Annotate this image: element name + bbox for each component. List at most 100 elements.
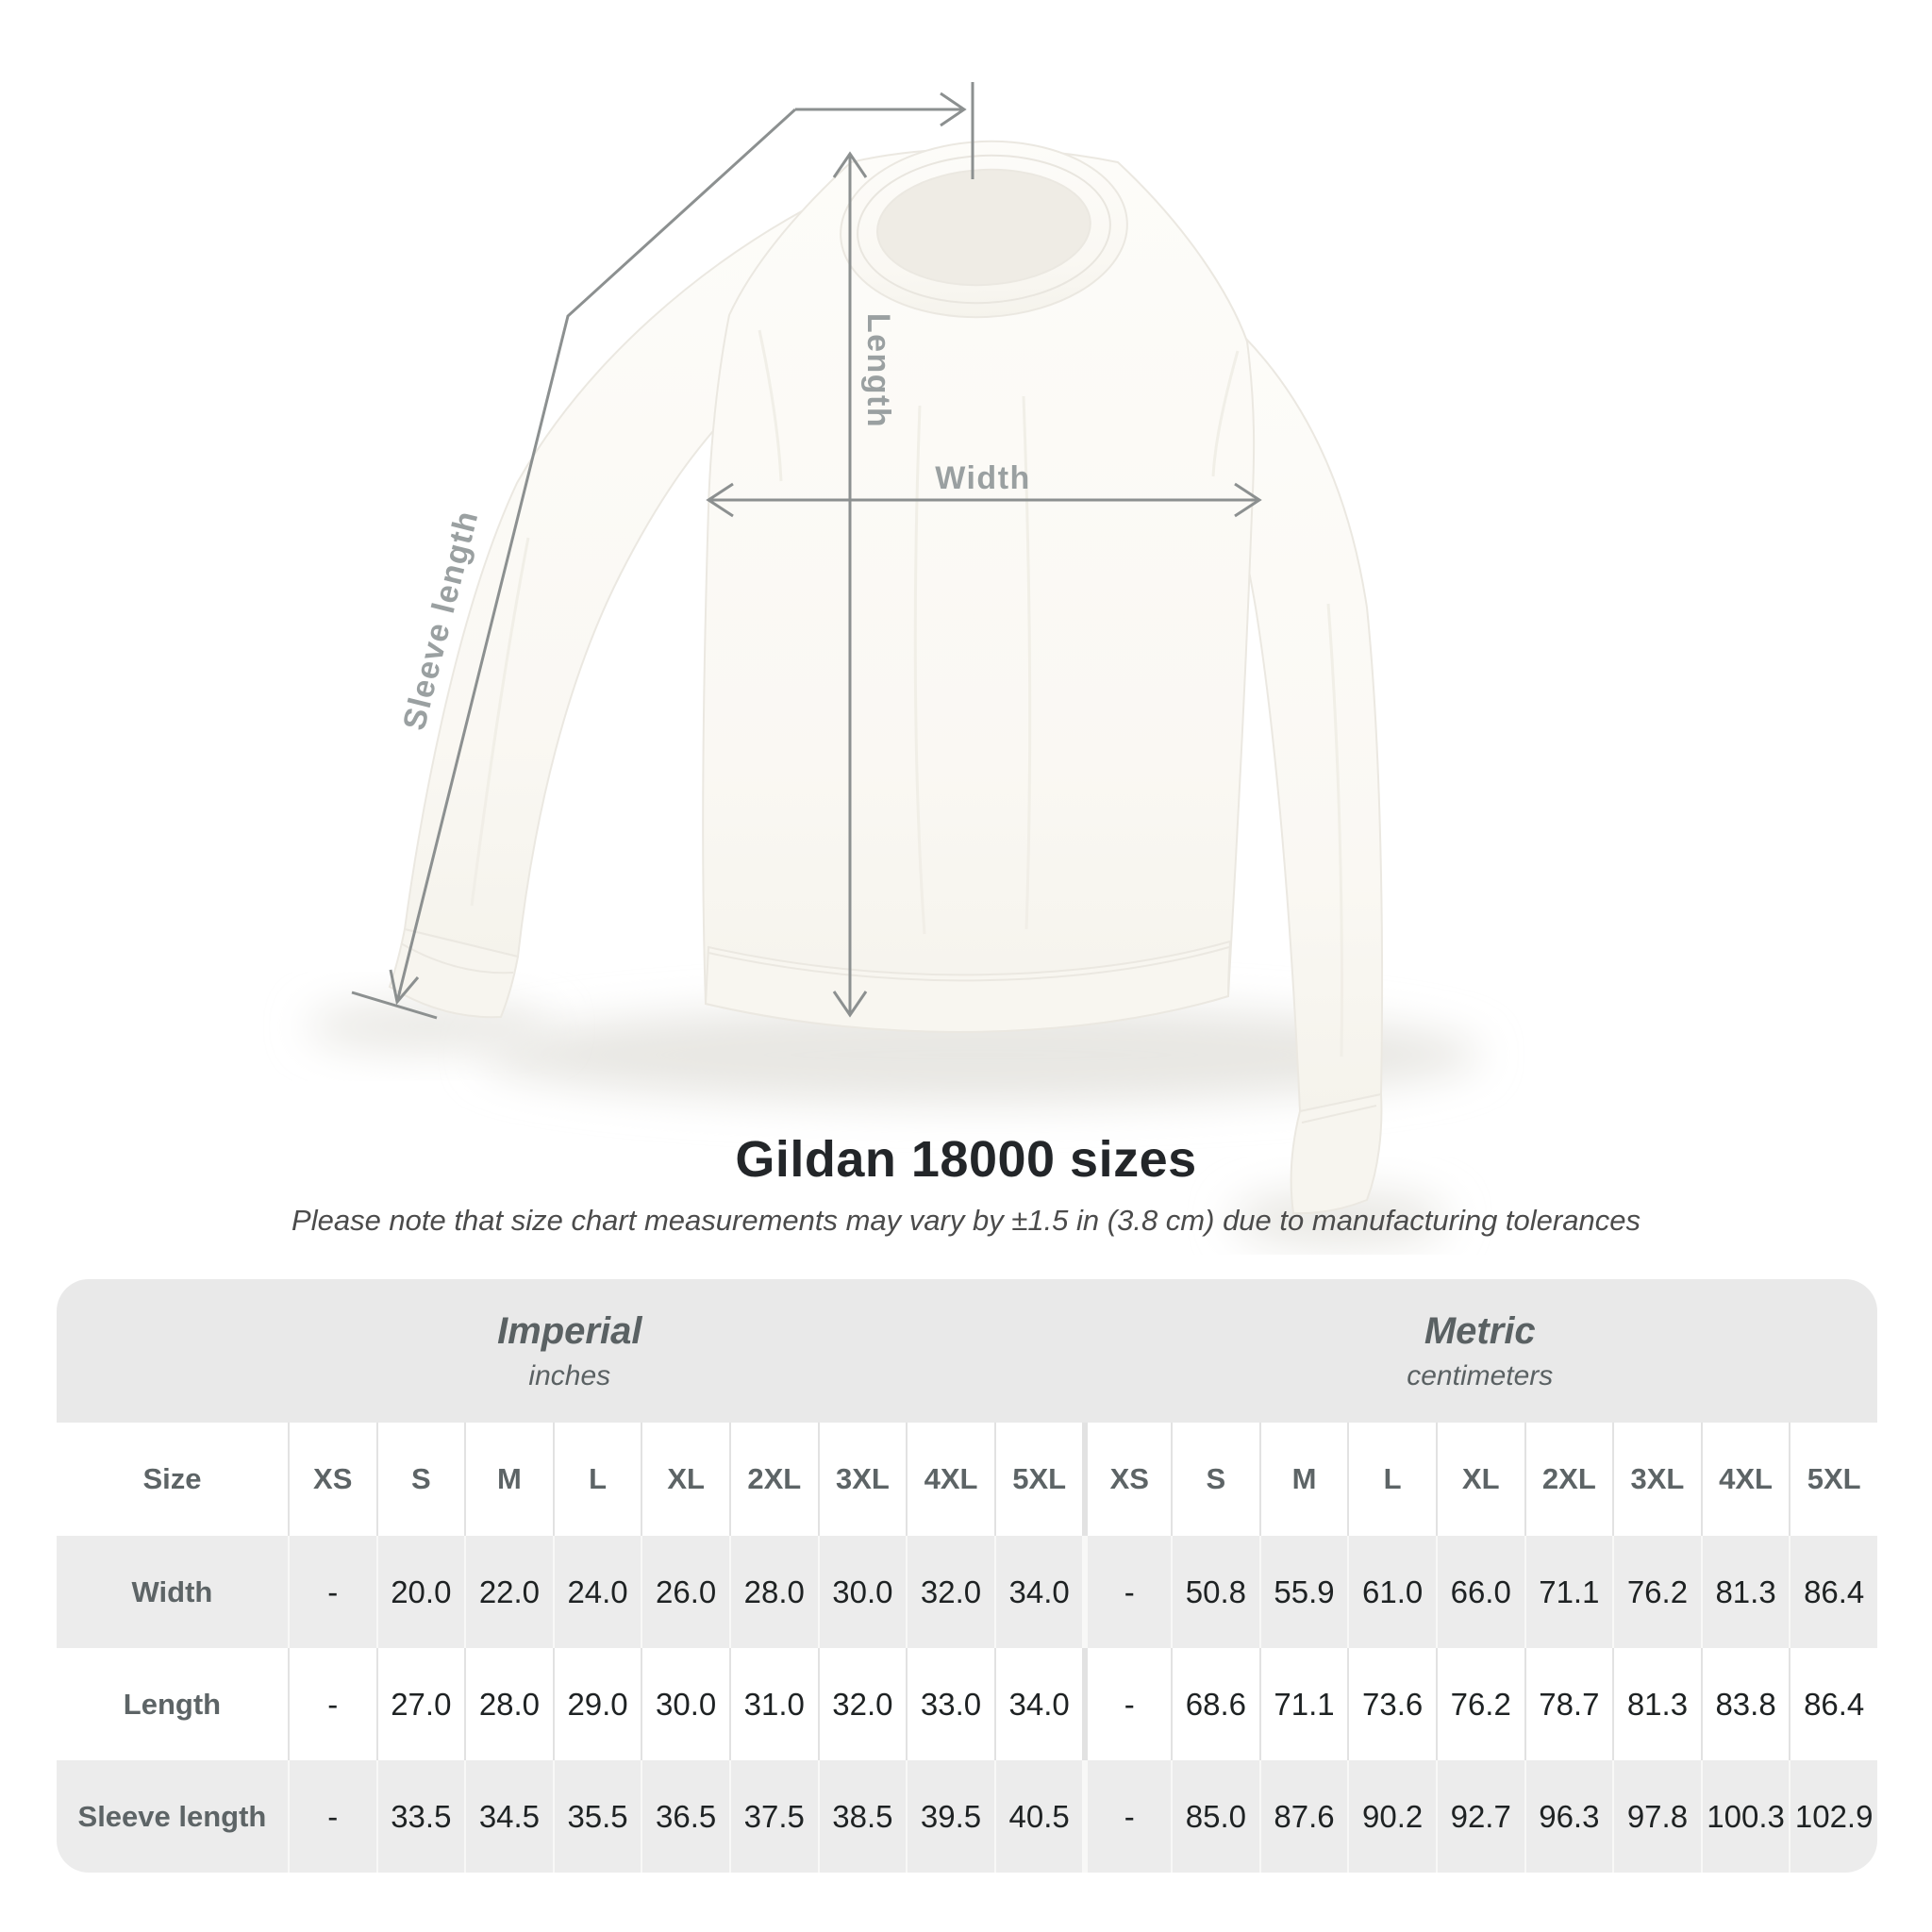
left-cuff-seam bbox=[400, 942, 514, 974]
value-cell: 76.2 bbox=[1435, 1648, 1524, 1760]
value-cell: 100.3 bbox=[1700, 1760, 1790, 1873]
imperial-group-header: Imperial inches bbox=[57, 1279, 1083, 1423]
value-cell: 73.6 bbox=[1347, 1648, 1436, 1760]
value-cell: 86.4 bbox=[1789, 1536, 1877, 1648]
value-cell: 90.2 bbox=[1347, 1760, 1436, 1873]
size-header-cell: L bbox=[1347, 1423, 1436, 1536]
value-cell: 92.7 bbox=[1435, 1760, 1524, 1873]
value-cell: - bbox=[287, 1760, 376, 1873]
width-row: Width - 20.0 22.0 24.0 26.0 28.0 30.0 32… bbox=[57, 1536, 1877, 1648]
value-cell: 33.5 bbox=[375, 1760, 465, 1873]
value-cell: 28.0 bbox=[464, 1648, 553, 1760]
size-header-cell: XS bbox=[287, 1423, 376, 1536]
size-header-cell: 4XL bbox=[1700, 1423, 1790, 1536]
shoulder-guide-arrowhead bbox=[940, 92, 967, 127]
value-cell: 66.0 bbox=[1435, 1536, 1524, 1648]
measurement-annotations bbox=[351, 82, 1262, 1020]
right-cuff bbox=[1290, 1092, 1383, 1215]
value-cell: 27.0 bbox=[375, 1648, 465, 1760]
value-cell: 34.0 bbox=[993, 1536, 1083, 1648]
value-cell: 87.6 bbox=[1258, 1760, 1348, 1873]
length-row: Length - 27.0 28.0 29.0 30.0 31.0 32.0 3… bbox=[57, 1648, 1877, 1760]
left-cuff bbox=[388, 927, 520, 1019]
backdrop-shadows bbox=[307, 1002, 1481, 1247]
value-cell: 31.0 bbox=[728, 1648, 818, 1760]
hem-band bbox=[704, 940, 1232, 1033]
size-header-cell: XL bbox=[641, 1423, 729, 1536]
value-cell: 38.5 bbox=[817, 1760, 907, 1873]
imperial-label: Imperial bbox=[497, 1309, 642, 1352]
size-header-cell: 3XL bbox=[1612, 1423, 1701, 1536]
collar bbox=[840, 140, 1128, 319]
length-arrowhead-top bbox=[832, 151, 868, 178]
value-cell: 85.0 bbox=[1171, 1760, 1259, 1873]
value-cell: 76.2 bbox=[1612, 1536, 1701, 1648]
size-header-cell: L bbox=[552, 1423, 641, 1536]
row-label: Width bbox=[131, 1574, 213, 1608]
value-cell: 61.0 bbox=[1347, 1536, 1436, 1648]
size-header-row: Size XS S M L XL 2XL 3XL 4XL 5XL XS S M … bbox=[57, 1423, 1877, 1536]
value-cell: 20.0 bbox=[375, 1536, 465, 1648]
value-cell: 68.6 bbox=[1171, 1648, 1259, 1760]
value-cell: - bbox=[1082, 1536, 1171, 1648]
size-header-cell: S bbox=[375, 1423, 465, 1536]
size-header-cell: 2XL bbox=[1524, 1423, 1613, 1536]
size-header-cell: 5XL bbox=[993, 1423, 1083, 1536]
sweatshirt-illustration bbox=[388, 140, 1384, 1215]
sweatshirt-measurement-diagram: Length Width Sleeve length bbox=[307, 82, 1481, 1247]
size-header-cell: 4XL bbox=[906, 1423, 994, 1536]
sleeve-length-row: Sleeve length - 33.5 34.5 35.5 36.5 37.5… bbox=[57, 1760, 1877, 1873]
value-cell: 40.5 bbox=[993, 1760, 1083, 1873]
value-cell: 22.0 bbox=[464, 1536, 553, 1648]
size-table: Imperial inches Metric centimeters Size … bbox=[57, 1279, 1877, 1873]
value-cell: 102.9 bbox=[1789, 1760, 1877, 1873]
page-title: Gildan 18000 sizes bbox=[735, 1131, 1197, 1188]
value-cell: 55.9 bbox=[1258, 1536, 1348, 1648]
fabric-creases bbox=[470, 329, 1343, 1058]
value-cell: 32.0 bbox=[906, 1536, 994, 1648]
width-label: Width bbox=[935, 460, 1031, 496]
value-cell: 81.3 bbox=[1612, 1648, 1701, 1760]
size-header-cell: XS bbox=[1082, 1423, 1171, 1536]
value-cell: 86.4 bbox=[1789, 1648, 1877, 1760]
size-header-cell: 5XL bbox=[1789, 1423, 1877, 1536]
unit-header-band: Imperial inches Metric centimeters bbox=[57, 1279, 1877, 1423]
value-cell: - bbox=[1082, 1648, 1171, 1760]
imperial-unit-label: inches bbox=[528, 1359, 611, 1391]
value-cell: 34.0 bbox=[993, 1648, 1083, 1760]
value-cell: 83.8 bbox=[1700, 1648, 1790, 1760]
value-cell: 36.5 bbox=[641, 1760, 729, 1873]
row-label: Length bbox=[123, 1687, 222, 1721]
sleeve-length-arrowhead bbox=[389, 969, 420, 1006]
size-header-cell: S bbox=[1171, 1423, 1259, 1536]
sleeve-end-tick bbox=[351, 991, 438, 1020]
length-arrowhead-bottom bbox=[832, 991, 868, 1018]
value-cell: - bbox=[287, 1648, 376, 1760]
hem-seam bbox=[708, 946, 1230, 982]
metric-label: Metric bbox=[1424, 1309, 1536, 1352]
metric-group-header: Metric centimeters bbox=[1083, 1279, 1877, 1423]
value-cell: 32.0 bbox=[817, 1648, 907, 1760]
value-cell: 97.8 bbox=[1612, 1760, 1701, 1873]
width-arrowhead-left bbox=[706, 482, 734, 518]
value-cell: 71.1 bbox=[1258, 1648, 1348, 1760]
value-cell: 30.0 bbox=[641, 1648, 729, 1760]
value-cell: 37.5 bbox=[728, 1760, 818, 1873]
value-cell: 26.0 bbox=[641, 1536, 729, 1648]
size-header-cell: 2XL bbox=[728, 1423, 818, 1536]
value-cell: 39.5 bbox=[906, 1760, 994, 1873]
value-cell: - bbox=[1082, 1760, 1171, 1873]
value-cell: 24.0 bbox=[552, 1536, 641, 1648]
width-arrowhead-right bbox=[1234, 482, 1262, 518]
size-header-cell: M bbox=[1258, 1423, 1348, 1536]
value-cell: 78.7 bbox=[1524, 1648, 1613, 1760]
size-header-cell: 3XL bbox=[817, 1423, 907, 1536]
tolerance-note: Please note that size chart measurements… bbox=[291, 1204, 1641, 1237]
value-cell: 50.8 bbox=[1171, 1536, 1259, 1648]
size-header-cell: XL bbox=[1435, 1423, 1524, 1536]
value-cell: 35.5 bbox=[552, 1760, 641, 1873]
metric-unit-label: centimeters bbox=[1407, 1359, 1554, 1391]
size-header-cell: M bbox=[464, 1423, 553, 1536]
value-cell: 28.0 bbox=[728, 1536, 818, 1648]
